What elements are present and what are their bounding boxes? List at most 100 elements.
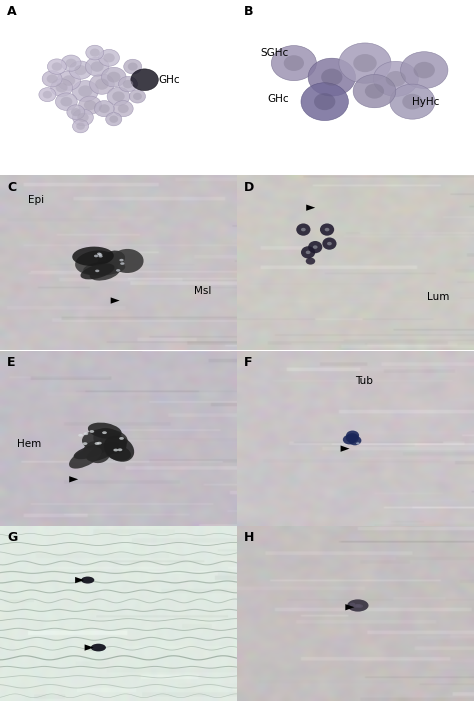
Text: Lum: Lum <box>427 292 449 302</box>
Ellipse shape <box>87 442 119 461</box>
Ellipse shape <box>85 57 109 76</box>
Polygon shape <box>69 476 78 482</box>
Ellipse shape <box>129 90 146 103</box>
Ellipse shape <box>104 436 134 462</box>
Ellipse shape <box>271 46 316 81</box>
Ellipse shape <box>353 74 396 108</box>
Ellipse shape <box>322 238 337 250</box>
Ellipse shape <box>118 104 129 113</box>
Ellipse shape <box>301 83 348 121</box>
Ellipse shape <box>94 100 114 116</box>
Ellipse shape <box>78 86 92 97</box>
Ellipse shape <box>95 79 109 90</box>
Ellipse shape <box>104 444 131 461</box>
Ellipse shape <box>107 72 120 83</box>
Ellipse shape <box>348 436 361 445</box>
Ellipse shape <box>119 437 124 440</box>
Ellipse shape <box>72 247 114 266</box>
Ellipse shape <box>77 113 89 122</box>
Ellipse shape <box>84 100 96 110</box>
Ellipse shape <box>128 62 137 71</box>
Ellipse shape <box>78 434 83 437</box>
Ellipse shape <box>133 93 142 100</box>
Ellipse shape <box>83 261 125 275</box>
Ellipse shape <box>74 65 87 75</box>
Ellipse shape <box>71 108 81 116</box>
Ellipse shape <box>52 62 62 71</box>
Ellipse shape <box>113 449 118 451</box>
Ellipse shape <box>346 430 359 440</box>
Ellipse shape <box>102 431 107 434</box>
Ellipse shape <box>95 270 100 272</box>
Ellipse shape <box>73 444 109 459</box>
Ellipse shape <box>94 254 98 257</box>
Ellipse shape <box>86 45 104 60</box>
Ellipse shape <box>91 62 104 72</box>
Ellipse shape <box>73 109 93 126</box>
Ellipse shape <box>57 71 81 90</box>
Text: C: C <box>7 180 16 193</box>
Ellipse shape <box>93 428 124 453</box>
Text: D: D <box>244 180 255 193</box>
Ellipse shape <box>402 94 422 109</box>
Ellipse shape <box>95 442 100 445</box>
Ellipse shape <box>76 123 85 130</box>
Text: H: H <box>244 531 255 544</box>
Text: E: E <box>7 355 16 369</box>
Ellipse shape <box>374 61 418 96</box>
Ellipse shape <box>55 93 77 110</box>
Ellipse shape <box>99 433 127 454</box>
Polygon shape <box>345 604 354 611</box>
Ellipse shape <box>386 71 406 87</box>
Ellipse shape <box>343 435 356 444</box>
Ellipse shape <box>67 104 85 119</box>
Ellipse shape <box>69 447 102 468</box>
Ellipse shape <box>97 442 102 444</box>
Ellipse shape <box>82 442 87 445</box>
Ellipse shape <box>119 259 124 261</box>
Ellipse shape <box>97 252 119 275</box>
Ellipse shape <box>314 93 336 110</box>
Ellipse shape <box>116 269 120 272</box>
Ellipse shape <box>321 69 342 86</box>
Ellipse shape <box>47 59 66 74</box>
Ellipse shape <box>390 84 435 119</box>
Ellipse shape <box>81 264 115 280</box>
Ellipse shape <box>120 262 125 265</box>
Ellipse shape <box>42 71 62 87</box>
Ellipse shape <box>353 604 359 608</box>
Text: Tub: Tub <box>356 376 374 386</box>
Polygon shape <box>110 297 119 304</box>
Ellipse shape <box>55 83 68 93</box>
Text: A: A <box>7 5 17 18</box>
Ellipse shape <box>353 54 377 72</box>
Ellipse shape <box>107 87 130 106</box>
Ellipse shape <box>357 604 363 608</box>
Ellipse shape <box>62 75 75 86</box>
Ellipse shape <box>349 603 356 606</box>
Text: B: B <box>244 5 254 18</box>
Ellipse shape <box>91 644 106 651</box>
Ellipse shape <box>73 119 89 132</box>
Ellipse shape <box>109 116 118 123</box>
Ellipse shape <box>97 252 101 255</box>
Text: GHc: GHc <box>159 75 181 85</box>
Ellipse shape <box>356 604 361 608</box>
Ellipse shape <box>284 55 304 71</box>
Ellipse shape <box>39 88 56 102</box>
Ellipse shape <box>105 250 125 265</box>
Ellipse shape <box>106 112 122 125</box>
Ellipse shape <box>118 76 137 92</box>
Ellipse shape <box>401 52 448 88</box>
Ellipse shape <box>101 67 126 87</box>
Polygon shape <box>306 205 315 211</box>
Ellipse shape <box>327 242 332 245</box>
Ellipse shape <box>111 249 144 273</box>
Ellipse shape <box>72 81 99 102</box>
Ellipse shape <box>43 90 52 98</box>
Ellipse shape <box>320 224 334 236</box>
Ellipse shape <box>306 257 315 264</box>
Ellipse shape <box>60 97 73 107</box>
Ellipse shape <box>325 228 329 231</box>
Ellipse shape <box>301 228 306 231</box>
